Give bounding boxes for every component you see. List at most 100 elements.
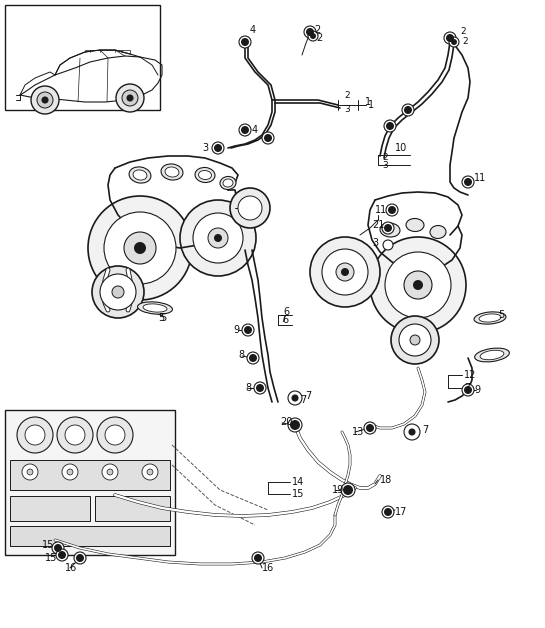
Circle shape [230,188,270,228]
Circle shape [57,417,93,453]
Text: 7: 7 [464,383,470,393]
Bar [5,410,175,555]
Text: 5: 5 [498,310,504,320]
Text: 5: 5 [158,313,164,323]
Text: 15: 15 [42,540,54,550]
Circle shape [399,324,431,356]
Circle shape [25,425,45,445]
Text: 7: 7 [422,425,428,435]
Text: 9: 9 [474,385,480,395]
Ellipse shape [143,304,167,312]
Circle shape [127,95,133,101]
Bar [10,496,90,521]
Circle shape [92,266,144,318]
Circle shape [262,132,274,144]
Circle shape [239,124,251,136]
Circle shape [116,84,144,112]
Text: 16: 16 [262,563,274,573]
Circle shape [404,424,420,440]
Circle shape [370,237,466,333]
Circle shape [292,395,298,401]
Text: 9: 9 [233,325,239,335]
Text: 16: 16 [65,563,77,573]
Circle shape [42,97,48,103]
Circle shape [22,464,38,480]
Circle shape [264,134,272,142]
Text: 7: 7 [305,391,311,401]
Circle shape [449,37,459,47]
Circle shape [310,33,316,39]
Circle shape [97,417,133,453]
Circle shape [193,213,243,263]
Circle shape [306,28,314,36]
Circle shape [384,508,392,516]
Text: 14: 14 [292,477,304,487]
Circle shape [239,36,251,48]
Circle shape [310,237,380,307]
Circle shape [451,39,457,45]
Circle shape [386,204,398,216]
Text: 3: 3 [344,106,350,114]
Circle shape [107,469,113,475]
Text: 20: 20 [280,417,292,427]
Circle shape [104,212,176,284]
Circle shape [388,206,396,214]
Circle shape [446,34,454,42]
Circle shape [383,240,393,250]
Ellipse shape [165,167,179,177]
Text: 19: 19 [332,485,344,495]
Text: 7: 7 [300,395,306,405]
Circle shape [122,90,138,106]
Circle shape [308,31,318,41]
Circle shape [76,554,84,562]
Circle shape [391,316,439,364]
Circle shape [256,384,264,392]
Ellipse shape [380,223,400,237]
Text: 21: 21 [372,220,384,230]
Text: 6: 6 [282,315,288,325]
Circle shape [88,196,192,300]
Circle shape [54,544,62,552]
Circle shape [56,549,68,561]
Circle shape [385,252,451,318]
Text: 8: 8 [245,383,251,393]
Circle shape [341,483,355,497]
Text: 4: 4 [252,125,258,135]
Ellipse shape [406,219,424,232]
Circle shape [288,391,302,405]
Text: 3: 3 [382,161,387,170]
Text: 12: 12 [464,370,476,380]
Circle shape [304,26,316,38]
Circle shape [208,228,228,248]
Circle shape [27,469,33,475]
Circle shape [404,271,432,299]
Text: 2: 2 [316,33,322,43]
Circle shape [252,552,264,564]
Circle shape [100,274,136,310]
Circle shape [410,335,420,345]
Text: 15: 15 [292,489,304,499]
Text: 2: 2 [314,25,320,35]
Text: 11: 11 [375,205,387,215]
Circle shape [112,286,124,298]
Circle shape [382,222,394,234]
Circle shape [142,464,158,480]
Ellipse shape [129,167,151,183]
Text: 18: 18 [380,475,392,485]
Text: 11: 11 [474,173,486,183]
Circle shape [244,326,252,334]
Ellipse shape [474,312,506,324]
Text: 2: 2 [460,28,465,36]
Bar [95,496,170,521]
Circle shape [254,382,266,394]
Circle shape [364,422,376,434]
Circle shape [336,263,354,281]
Circle shape [413,280,423,290]
Text: 10: 10 [395,143,407,153]
Ellipse shape [479,314,501,322]
Text: 6: 6 [283,307,289,317]
Circle shape [290,420,300,430]
Circle shape [67,469,73,475]
Circle shape [134,242,146,254]
Circle shape [180,200,256,276]
